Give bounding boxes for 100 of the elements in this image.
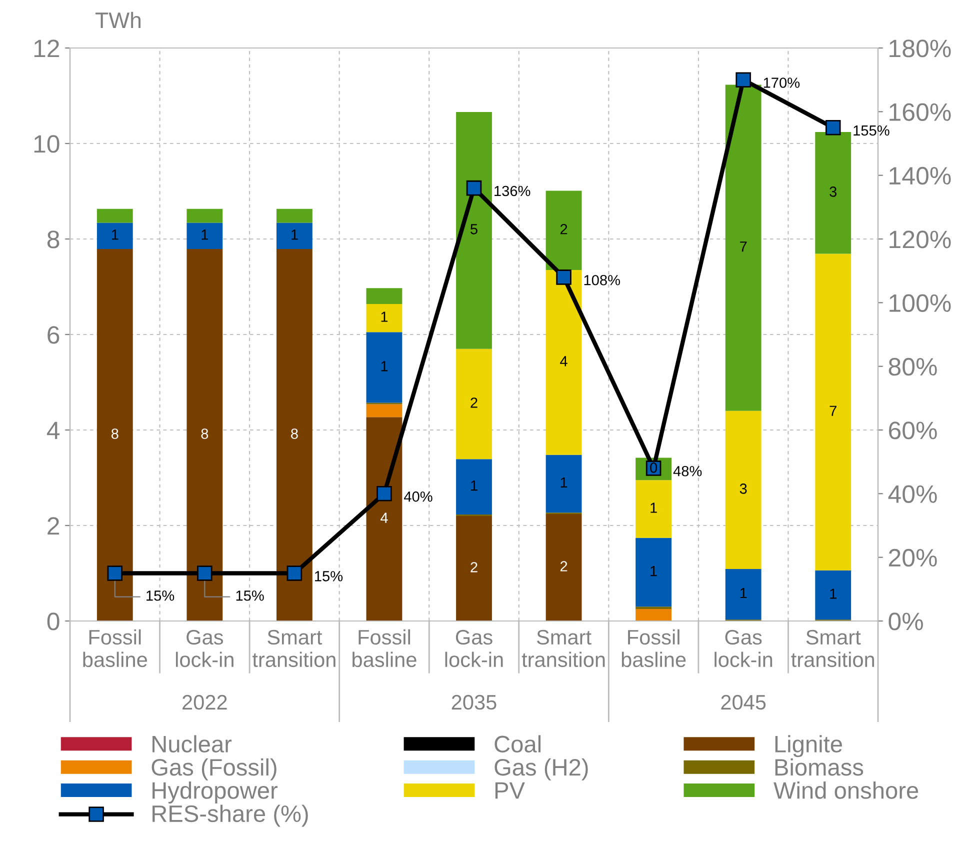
bar: [456, 516, 492, 621]
legend-label: Lignite: [775, 735, 842, 758]
bar: [636, 609, 672, 621]
y2-tick-label: 0%: [888, 612, 923, 630]
point: [286, 566, 302, 581]
y-tick-label: 0: [47, 612, 60, 630]
bar: [456, 112, 492, 349]
data-label: 0: [650, 462, 658, 473]
data-label: 1: [381, 312, 388, 322]
data-label: 8: [291, 428, 298, 439]
point: [107, 566, 123, 581]
legend-label: Coal: [494, 735, 540, 753]
data-label: 155%: [854, 125, 890, 136]
y-tick-label: 6: [48, 326, 60, 344]
legend-label: Nuclear: [152, 735, 232, 753]
bar: [546, 454, 582, 513]
legend-label: Wind onshore: [774, 782, 918, 799]
point: [736, 72, 751, 88]
x-tick-label: Smart transition: [522, 630, 605, 668]
y-tick-label: 2: [48, 517, 60, 535]
data-label: 4: [380, 512, 388, 523]
point: [197, 566, 212, 581]
data-label: 1: [471, 480, 478, 491]
bar: [815, 132, 852, 254]
data-label: 1: [650, 502, 657, 513]
y-tick-label: 8: [47, 230, 60, 248]
data-label: 108%: [584, 274, 620, 286]
bar: [96, 208, 133, 223]
y2-tick-label: 100%: [890, 294, 951, 312]
bar: [456, 348, 492, 460]
bar: [276, 249, 312, 621]
data-label: 170%: [764, 78, 800, 88]
bar: [366, 288, 402, 304]
data-label: 2: [470, 562, 478, 572]
legend-label: Biomass: [775, 758, 864, 776]
data-label: 2: [470, 398, 478, 408]
bar: [725, 568, 762, 620]
data-label: 2: [560, 561, 568, 572]
x-tick-label: Smart transition: [791, 630, 874, 668]
data-label: 40%: [404, 491, 432, 502]
y-tick-label: 12: [34, 40, 60, 58]
x-tick-label: Fossil basline: [622, 629, 686, 668]
data-label: 7: [740, 242, 747, 252]
y2-tick-label: 40%: [888, 485, 937, 503]
y-axis-title: TWh: [96, 12, 140, 28]
data-label: 1: [112, 230, 118, 240]
point: [466, 180, 482, 196]
data-label: 3: [740, 484, 747, 494]
y2-tick-label: 120%: [890, 230, 951, 248]
legend-label: RES-share (%): [152, 804, 308, 827]
bar: [815, 570, 852, 620]
bar: [815, 254, 852, 570]
text: 2035: [452, 694, 496, 710]
point: [825, 120, 841, 136]
data-label: 7: [830, 406, 836, 416]
bar: [186, 249, 223, 621]
data-label: 1: [830, 588, 836, 599]
bar: [366, 417, 402, 621]
bar: [636, 480, 672, 538]
x-tick-label: Gas lock-in: [714, 630, 772, 668]
data-label: 3: [830, 186, 837, 197]
y2-tick-label: 80%: [888, 358, 937, 376]
x-tick-label: Smart transition: [252, 630, 336, 668]
legend-label: Hydropower: [152, 782, 278, 804]
bar: [276, 222, 312, 250]
y-tick-label: 10: [34, 135, 60, 153]
data-label: 15%: [315, 571, 343, 582]
y2-tick-label: 160%: [890, 103, 951, 121]
bar: [96, 249, 133, 621]
bar: [456, 459, 492, 515]
data-label: 1: [740, 588, 747, 598]
bar: [636, 606, 672, 610]
bar: [96, 222, 133, 250]
bar: [186, 222, 223, 250]
data-label: 15%: [236, 590, 264, 601]
data-label: 8: [201, 428, 208, 439]
bar: [546, 270, 582, 455]
data-label: 1: [560, 477, 568, 488]
bar: [186, 208, 223, 223]
bar: [366, 304, 402, 332]
data-label: 1: [292, 230, 298, 240]
x-tick-label: Gas lock-in: [445, 630, 503, 668]
text: 2022: [182, 694, 227, 710]
bar: [725, 84, 762, 411]
text: 2045: [721, 694, 766, 710]
bar: [546, 190, 582, 270]
data-label: 4: [560, 356, 568, 366]
bar: [636, 538, 672, 607]
data-label: 2: [560, 224, 568, 234]
x-tick-label: Fossil basline: [83, 629, 147, 668]
data-label: 15%: [146, 590, 174, 601]
bar: [366, 332, 402, 403]
legend-label: Gas (H2): [494, 758, 588, 780]
legend-label: PV: [495, 782, 525, 799]
bar: [276, 208, 312, 223]
legend-label: Gas (Fossil): [152, 758, 276, 780]
bar: [366, 404, 402, 418]
point: [556, 270, 572, 285]
x-tick-label: Fossil basline: [352, 629, 416, 668]
y2-tick-label: 180%: [890, 40, 951, 58]
